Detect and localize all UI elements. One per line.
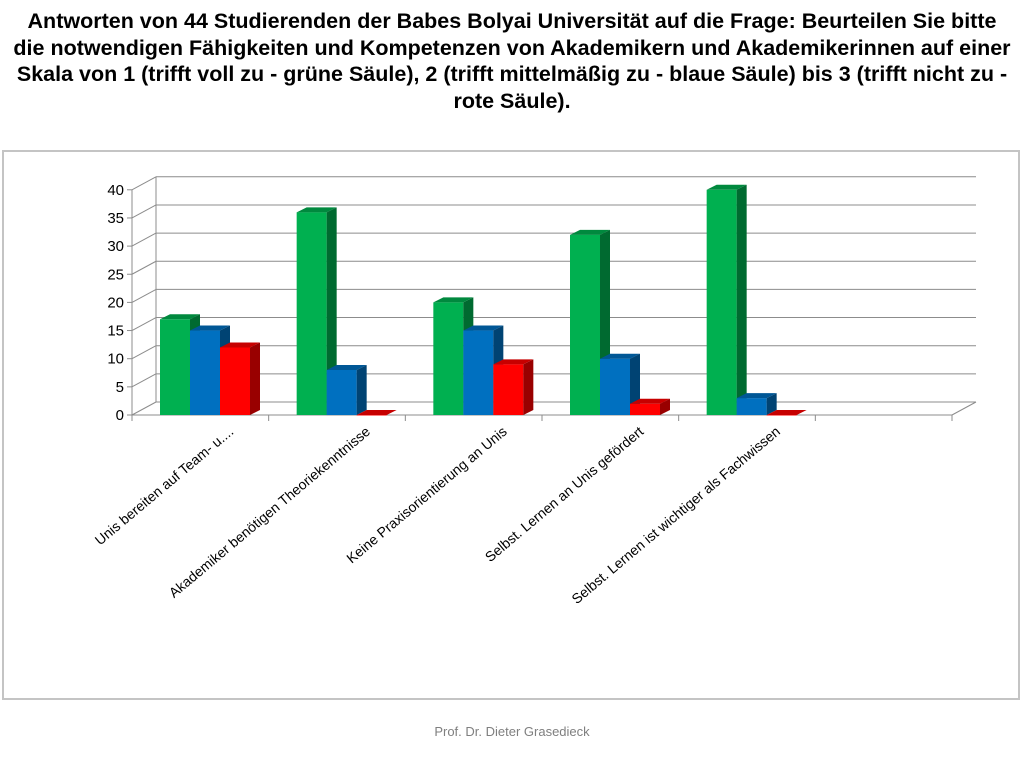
y-tick-label: 5: [116, 379, 124, 396]
y-tick-label: 10: [107, 351, 124, 368]
bar-top: [356, 410, 397, 415]
bar: [356, 410, 397, 416]
bar-top: [493, 359, 534, 365]
bar-side: [766, 393, 777, 415]
bars: [160, 184, 807, 416]
bar: [296, 207, 337, 415]
bar-top: [433, 297, 474, 303]
gridline-side: [131, 288, 157, 303]
bar-front: [190, 330, 220, 415]
bar-front: [296, 212, 327, 415]
gridline-side: [131, 176, 157, 191]
y-tick-label: 20: [107, 294, 124, 311]
bar-top: [570, 229, 610, 235]
y-tick-label: 30: [107, 238, 124, 255]
y-tick-label: 35: [107, 210, 124, 227]
bar-front: [463, 330, 494, 415]
bar: [326, 364, 367, 415]
slide-title: Antworten von 44 Studierenden der Babes …: [13, 9, 1011, 113]
y-tick-label: 25: [107, 266, 124, 283]
bar-side: [523, 359, 534, 415]
y-tick-label: 0: [116, 407, 124, 424]
bar-front: [220, 347, 250, 415]
gridline-side: [131, 260, 157, 275]
bar-top: [630, 398, 670, 404]
bar-side: [736, 184, 747, 415]
bar-front: [600, 358, 630, 415]
bar-top: [220, 342, 260, 348]
bar-top: [463, 325, 504, 331]
bar: [706, 184, 747, 415]
bar-chart: 0 5 10 15 20 25 30 35 40 Unis bereiten auf Team-…: [92, 176, 977, 607]
bar: [600, 353, 640, 415]
gridline-side: [131, 401, 157, 416]
bar-side: [660, 398, 670, 415]
bar-top: [190, 325, 230, 331]
bar-top: [326, 364, 367, 370]
bar-front: [493, 364, 524, 415]
footer-author: Prof. Dr. Dieter Grasedieck: [434, 724, 590, 739]
gridline-side: [131, 345, 157, 360]
y-axis-ticks: 0 5 10 15 20 25 30 35 40: [107, 182, 953, 424]
bar-front: [630, 403, 660, 415]
bar-side: [326, 207, 337, 415]
gridline-side: [131, 204, 157, 219]
gridline-side: [131, 373, 157, 388]
bar-top: [600, 353, 640, 359]
bar-front: [326, 369, 357, 415]
chart-frame: 0 5 10 15 20 25 30 35 40 Unis bereiten auf Team-…: [2, 150, 1020, 700]
gridline-side: [131, 232, 157, 247]
bar-side: [250, 342, 260, 415]
bar: [630, 398, 670, 415]
bar-top: [766, 410, 807, 415]
gridlines: [131, 176, 977, 416]
bar-side: [356, 364, 367, 415]
bar-front: [736, 398, 767, 415]
bar-front: [706, 189, 737, 415]
x-category-label: Selbst. Lernen ist wichtiger als Fachwis…: [568, 423, 783, 607]
x-category-label: Keine Praxisorientierung an Unis: [343, 423, 509, 566]
gridline-side: [131, 317, 157, 331]
y-tick-label: 15: [107, 323, 124, 340]
y-tick-label: 40: [107, 182, 124, 199]
bar-front: [570, 234, 600, 415]
x-axis-categories: Unis bereiten auf Team- u....Akademiker …: [92, 423, 783, 607]
bar-top: [736, 393, 777, 399]
bar: [736, 393, 777, 415]
bar-front: [160, 319, 190, 415]
bar: [493, 359, 534, 415]
bar-front: [356, 415, 387, 416]
bar-front: [433, 302, 464, 415]
bar-top: [706, 184, 747, 190]
floor-right-edge: [951, 401, 977, 416]
bar: [220, 342, 260, 415]
bar: [766, 410, 807, 416]
x-category-label: Unis bereiten auf Team- u....: [92, 423, 237, 548]
x-category-label: Selbst. Lernen an Unis gefördert: [482, 423, 647, 565]
bar-top: [160, 314, 200, 320]
bar-top: [296, 207, 337, 213]
bar-side: [630, 353, 640, 415]
bar-front: [766, 415, 797, 416]
